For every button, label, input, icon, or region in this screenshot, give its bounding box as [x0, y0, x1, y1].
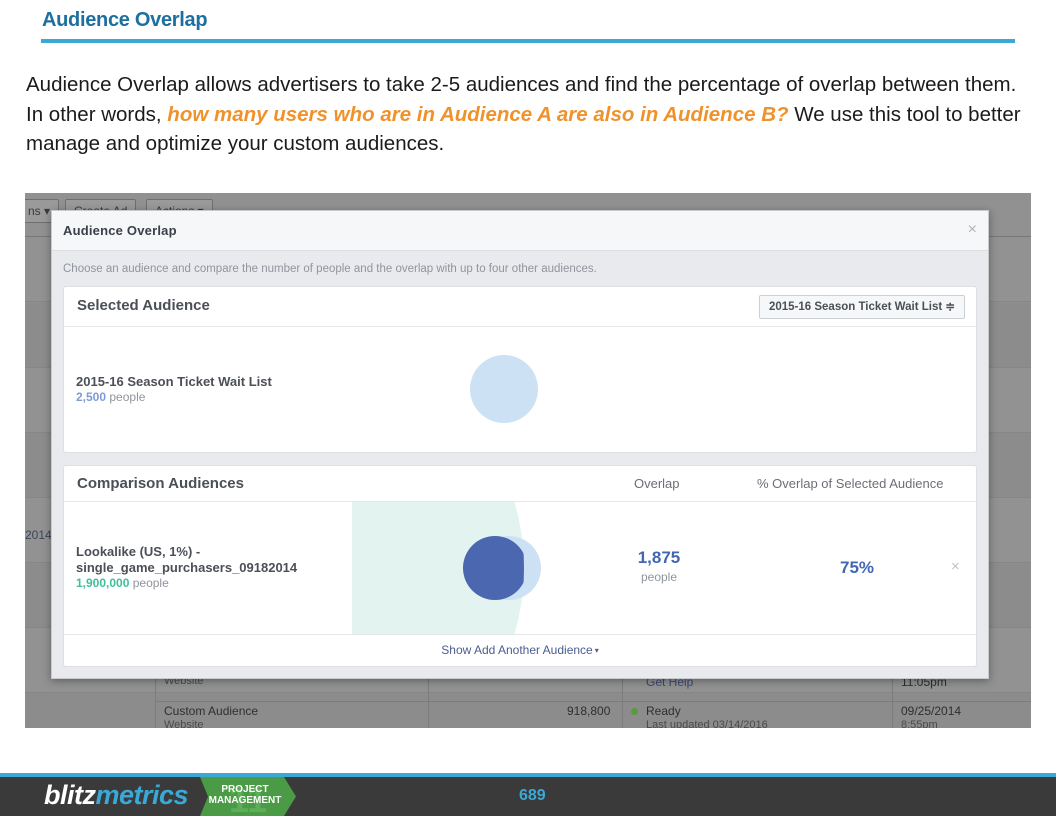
selected-audience-name: 2015-16 Season Ticket Wait List [76, 374, 272, 389]
badge-label: PROJECT MANAGEMENT [208, 784, 282, 806]
dialog-header: Audience Overlap × [52, 211, 988, 251]
comparison-header: Comparison Audiences Overlap % Overlap o… [64, 466, 976, 502]
remove-audience-icon[interactable]: × [951, 558, 960, 575]
caret-down-icon: ▾ [594, 646, 599, 656]
slide-footer: blitzmetrics 11 PROJECT MANAGEMENT 689 [0, 777, 1056, 816]
comparison-audience-name-line2: single_game_purchasers_09182014 [76, 560, 298, 575]
intro-text-2: We use this tool to better manage and op… [26, 102, 1021, 156]
background-partial-date: 2014 [25, 528, 52, 542]
row2-date: 09/25/2014 [901, 704, 962, 718]
row2-status: Ready [631, 704, 681, 718]
overlap-percentage: 75% [840, 558, 875, 577]
dialog-title: Audience Overlap [63, 223, 177, 238]
row2-size: 918,800 [567, 704, 611, 718]
dialog-description: Choose an audience and compare the numbe… [63, 263, 597, 275]
pct-overlap-column-header: % Overlap of Selected Audience [757, 476, 944, 491]
title-divider [41, 39, 1015, 43]
selected-audience-title: Selected Audience [77, 297, 210, 314]
status-ready-dot-icon [631, 708, 638, 716]
page-number: 689 [519, 787, 546, 804]
overlap-venn-diagram-icon [352, 502, 541, 634]
selected-audience-panel: Selected Audience 2015-16 Season Ticket … [63, 286, 977, 453]
show-add-another-audience-link[interactable]: Show Add Another Audience ▾ [441, 643, 599, 657]
overlap-column-header: Overlap [634, 476, 680, 491]
comparison-audiences-panel: Comparison Audiences Overlap % Overlap o… [63, 465, 977, 667]
audience-overlap-screenshot: ns ▾ Create Ad Actions ▾ 2014 Website Ge… [25, 193, 1031, 728]
background-audience-table: Website Get Help 11:05pm Custom Audience… [155, 671, 1031, 728]
row2-status-sub: Last updated 03/14/2016 [646, 719, 768, 728]
comparison-audience-name-line1: Lookalike (US, 1%) - [76, 544, 201, 559]
comparison-audience-count: 1,900,000 people [76, 576, 169, 590]
intro-highlight: how many users who are in Audience A are… [167, 102, 789, 126]
selected-audience-circle-icon [470, 355, 538, 423]
selected-audience-header: Selected Audience 2015-16 Season Ticket … [64, 287, 976, 327]
project-management-badge-icon: 11 [200, 777, 296, 816]
comparison-title: Comparison Audiences [77, 475, 244, 492]
intro-paragraph: Audience Overlap allows advertisers to t… [26, 70, 1036, 159]
footer-divider [0, 773, 1056, 777]
overlap-count: 1,875 people [637, 548, 681, 584]
audience-overlap-dialog: Audience Overlap × Choose an audience an… [51, 210, 989, 679]
comparison-audience-info: Lookalike (US, 1%) - single_game_purchas… [76, 544, 297, 591]
row2-type: Website [164, 719, 204, 728]
selected-audience-info: 2015-16 Season Ticket Wait List 2,500 pe… [76, 374, 272, 405]
close-icon[interactable]: × [967, 221, 977, 238]
selected-audience-dropdown[interactable]: 2015-16 Season Ticket Wait List ≑ [758, 295, 965, 319]
selected-audience-count: 2,500 people [76, 390, 146, 404]
row2-time: 8:55pm [901, 719, 938, 728]
row2-name[interactable]: Custom Audience [164, 704, 259, 718]
comparison-row: Lookalike (US, 1%) - single_game_purchas… [64, 502, 976, 635]
blitzmetrics-logo: blitzmetrics [44, 780, 189, 810]
intro-text-1: Audience Overlap allows advertisers to t… [26, 73, 1017, 126]
slide-title: Audience Overlap [42, 9, 208, 31]
svg-text:11: 11 [229, 779, 267, 816]
